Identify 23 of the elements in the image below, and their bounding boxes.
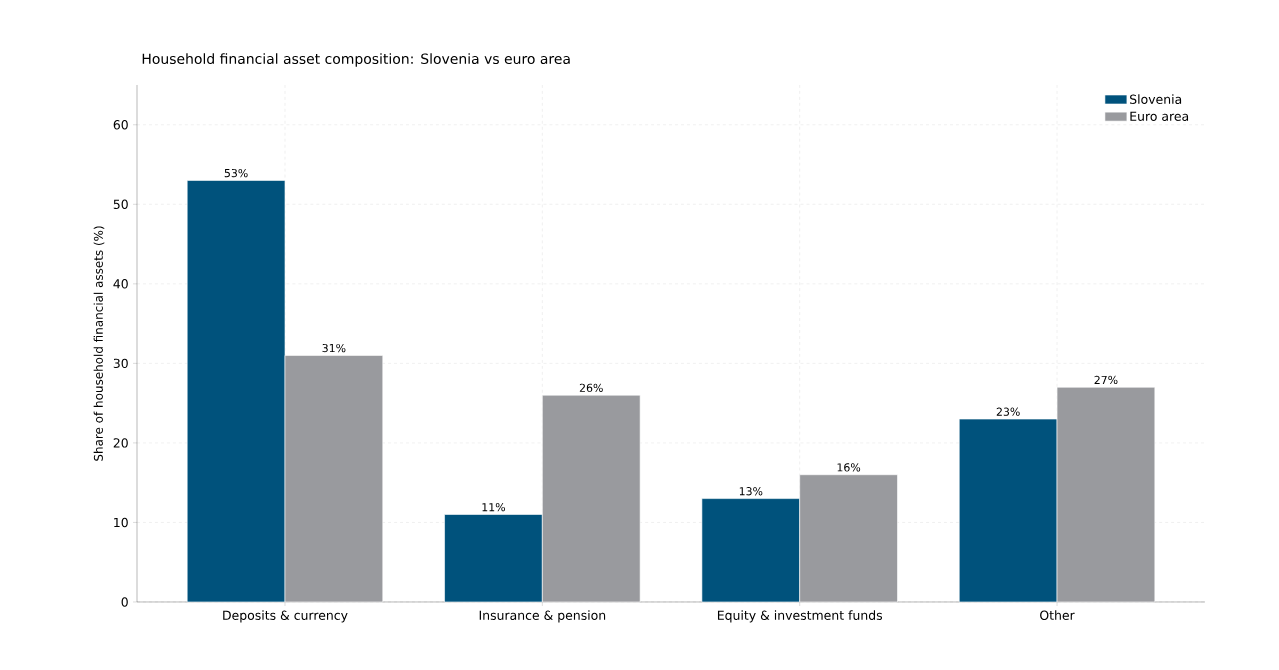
x-tick-label: Other xyxy=(1040,610,1075,620)
data-label: 27% xyxy=(1094,375,1118,385)
y-tick-label: 40 xyxy=(113,279,128,289)
y-axis-title: Share of household financial assets (%) xyxy=(93,226,105,461)
data-label: 31% xyxy=(322,343,346,353)
x-tick-label: Insurance & pension xyxy=(479,610,606,623)
data-label: 53% xyxy=(224,168,248,178)
data-label: 26% xyxy=(579,383,603,392)
chart-title: Household financial asset composition: Slovenia vs euro area xyxy=(142,53,570,67)
legend-label: Slovenia xyxy=(1130,94,1182,104)
x-tick-label: Deposits & currency xyxy=(223,610,348,623)
data-label: 16% xyxy=(837,463,861,472)
y-tick-label: 10 xyxy=(114,517,128,528)
data-label: 23% xyxy=(996,407,1020,416)
y-tick-label: 0 xyxy=(121,597,128,607)
y-tick-label: 20 xyxy=(113,438,128,448)
y-tick-label: 50 xyxy=(113,199,128,209)
y-tick-label: 30 xyxy=(113,358,128,369)
legend-label: Euro area xyxy=(1130,111,1189,121)
data-label: 11% xyxy=(482,503,505,512)
x-tick-label: Equity & investment funds xyxy=(717,610,883,623)
data-label: 13% xyxy=(739,487,763,496)
y-tick-label: 60 xyxy=(113,120,128,130)
